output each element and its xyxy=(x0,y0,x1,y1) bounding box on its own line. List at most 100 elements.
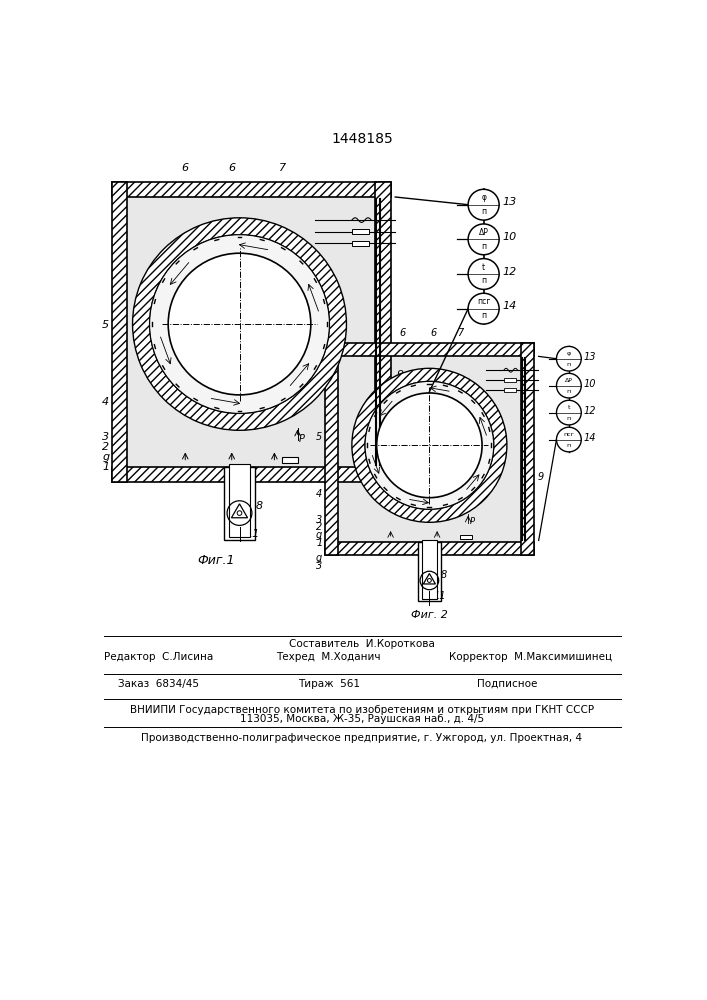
Text: 6: 6 xyxy=(399,328,405,338)
Text: φ: φ xyxy=(567,351,571,356)
Circle shape xyxy=(352,368,507,522)
Bar xyxy=(325,542,534,555)
Bar xyxy=(375,182,391,482)
Text: 9: 9 xyxy=(397,370,404,380)
Bar xyxy=(112,466,391,482)
Bar xyxy=(504,378,516,382)
Text: п: п xyxy=(567,389,571,394)
Text: п: п xyxy=(567,416,571,421)
Text: 14: 14 xyxy=(583,433,596,443)
Bar xyxy=(282,457,298,463)
Text: п: п xyxy=(481,242,486,251)
Text: 1: 1 xyxy=(103,462,110,472)
Text: 6: 6 xyxy=(228,163,235,173)
Bar xyxy=(418,542,441,601)
Text: 14: 14 xyxy=(502,301,517,311)
Text: 6: 6 xyxy=(430,328,436,338)
Text: Тираж  561: Тираж 561 xyxy=(298,679,360,689)
Text: P: P xyxy=(469,517,474,526)
Circle shape xyxy=(132,218,346,430)
Text: п: п xyxy=(481,311,486,320)
Text: пcг: пcг xyxy=(563,432,574,437)
Bar xyxy=(228,464,250,537)
Bar xyxy=(504,388,516,392)
Circle shape xyxy=(556,346,581,371)
Text: 9: 9 xyxy=(538,472,544,482)
Text: 13: 13 xyxy=(583,352,596,362)
Text: 7: 7 xyxy=(279,163,286,173)
Circle shape xyxy=(365,381,493,509)
Text: п: п xyxy=(567,362,571,367)
Text: Фиг.1: Фиг.1 xyxy=(197,554,235,567)
Text: g: g xyxy=(316,530,322,540)
Text: 7: 7 xyxy=(457,328,464,338)
Text: Техред  М.Ходанич: Техред М.Ходанич xyxy=(276,652,381,662)
Text: п: п xyxy=(481,276,486,285)
Circle shape xyxy=(468,189,499,220)
Text: 11: 11 xyxy=(246,529,260,539)
Text: 10: 10 xyxy=(502,232,517,242)
Bar xyxy=(127,197,375,466)
Bar xyxy=(112,182,127,482)
Text: P: P xyxy=(299,434,305,444)
Text: t: t xyxy=(482,263,485,272)
Circle shape xyxy=(468,293,499,324)
Bar xyxy=(352,229,369,234)
Text: 8: 8 xyxy=(256,501,263,511)
Text: Составитель  И.Короткова: Составитель И.Короткова xyxy=(289,639,435,649)
Bar xyxy=(460,535,472,539)
Text: п: п xyxy=(567,443,571,448)
Text: 4: 4 xyxy=(316,489,322,499)
Text: Фиг. 2: Фиг. 2 xyxy=(411,610,448,620)
Circle shape xyxy=(468,259,499,289)
Circle shape xyxy=(468,224,499,255)
Circle shape xyxy=(377,393,482,498)
Bar xyxy=(352,241,369,246)
Text: Заказ  6834/45: Заказ 6834/45 xyxy=(117,679,199,689)
Text: 3: 3 xyxy=(316,561,322,571)
Text: t: t xyxy=(568,405,570,410)
Text: 13: 13 xyxy=(502,197,517,207)
Text: Подписное: Подписное xyxy=(477,679,537,689)
Circle shape xyxy=(556,427,581,452)
Text: 1: 1 xyxy=(316,538,322,548)
Bar xyxy=(338,356,521,542)
Bar xyxy=(325,343,534,356)
Bar xyxy=(112,182,391,197)
Text: 2: 2 xyxy=(103,442,110,452)
Text: 3: 3 xyxy=(316,515,322,525)
Text: 5: 5 xyxy=(316,432,322,442)
Text: ВНИИПИ Государственного комитета по изобретениям и открытиям при ГКНТ СССР: ВНИИПИ Государственного комитета по изоб… xyxy=(130,705,594,715)
Text: 8: 8 xyxy=(441,570,448,580)
Text: п: п xyxy=(481,207,486,216)
Bar xyxy=(521,343,534,555)
Text: 5: 5 xyxy=(103,320,110,330)
Bar xyxy=(325,343,338,555)
Circle shape xyxy=(237,511,242,515)
Text: 11: 11 xyxy=(433,591,445,601)
Text: 3: 3 xyxy=(103,432,110,442)
Circle shape xyxy=(168,253,311,395)
Text: ΔP: ΔP xyxy=(565,378,573,383)
Text: Редактор  С.Лисина: Редактор С.Лисина xyxy=(103,652,213,662)
Text: 2: 2 xyxy=(316,522,322,532)
Text: φ: φ xyxy=(481,193,486,202)
Text: g: g xyxy=(316,553,322,563)
Text: 6: 6 xyxy=(182,163,189,173)
Text: 1448185: 1448185 xyxy=(331,132,393,146)
Text: g: g xyxy=(103,452,110,462)
Text: ΔP: ΔP xyxy=(479,228,489,237)
Text: 12: 12 xyxy=(583,406,596,416)
Bar xyxy=(224,466,255,540)
Text: Корректор  М.Максимишинец: Корректор М.Максимишинец xyxy=(448,652,612,662)
Circle shape xyxy=(556,400,581,425)
Text: 113035, Москва, Ж-35, Раушская наб., д. 4/5: 113035, Москва, Ж-35, Раушская наб., д. … xyxy=(240,714,484,724)
Text: 10: 10 xyxy=(583,379,596,389)
Bar xyxy=(421,540,437,599)
Text: 12: 12 xyxy=(502,267,517,277)
Circle shape xyxy=(428,579,431,582)
Text: 4: 4 xyxy=(103,397,110,407)
Circle shape xyxy=(556,373,581,398)
Text: Производственно-полиграфическое предприятие, г. Ужгород, ул. Проектная, 4: Производственно-полиграфическое предприя… xyxy=(141,733,583,743)
Text: пcг: пcг xyxy=(477,297,491,306)
